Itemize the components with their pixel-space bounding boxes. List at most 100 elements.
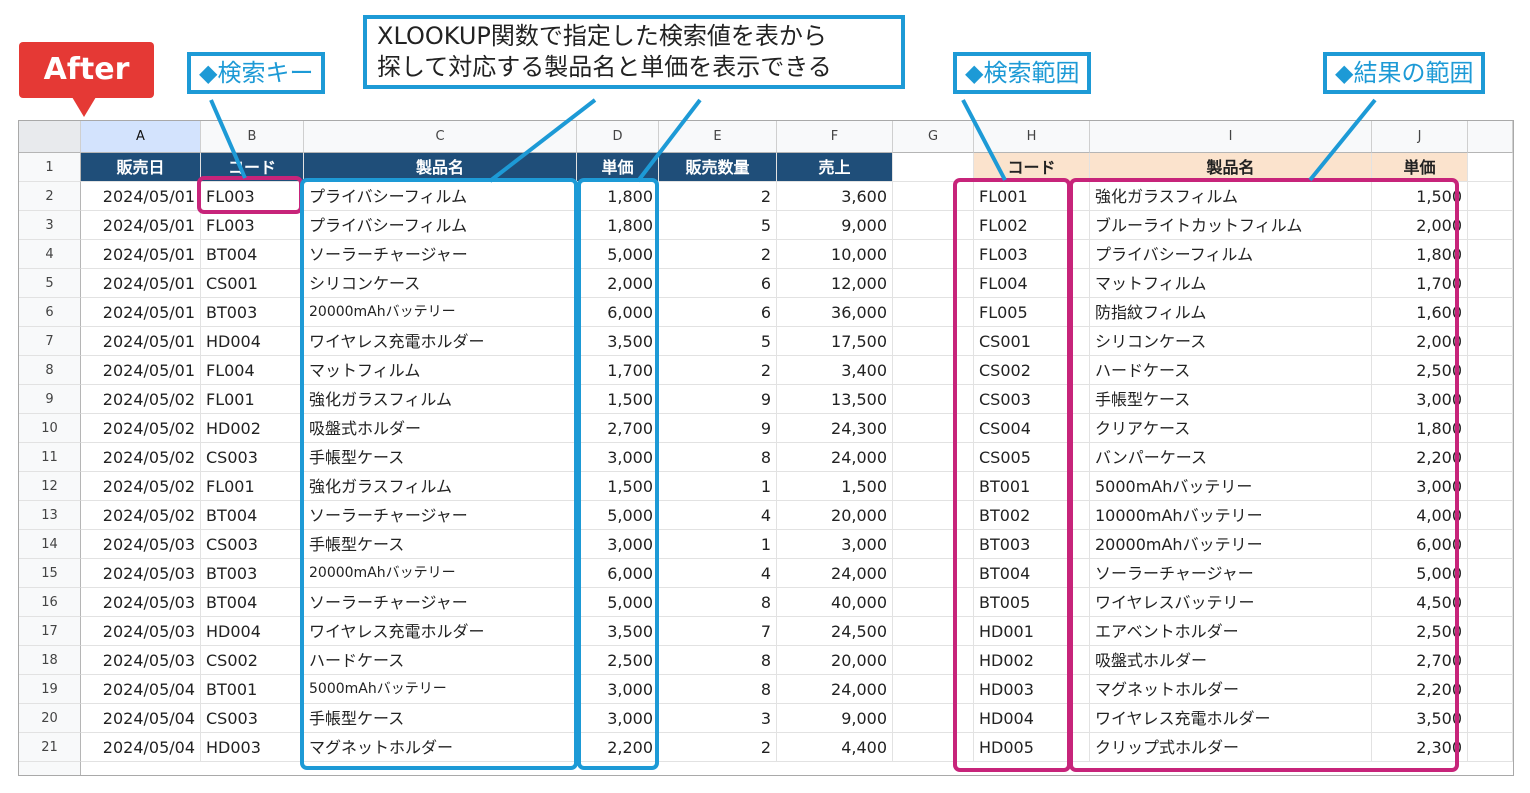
row-number[interactable]: 18 <box>19 646 81 675</box>
sales-cell[interactable]: 2024/05/03 <box>81 617 201 646</box>
row-number[interactable]: 21 <box>19 733 81 762</box>
sales-cell[interactable]: 2024/05/03 <box>81 646 201 675</box>
lookup-price-cell[interactable]: 1,600 <box>1372 298 1468 327</box>
lookup-price-cell[interactable]: 6,000 <box>1372 530 1468 559</box>
sales-cell[interactable]: 2024/05/01 <box>81 356 201 385</box>
grid-cell[interactable] <box>1468 704 1513 733</box>
sales-cell[interactable]: CS002 <box>201 646 304 675</box>
lookup-product-cell[interactable]: シリコンケース <box>1090 327 1372 356</box>
grid-cell[interactable] <box>893 472 974 501</box>
sales-cell[interactable]: BT004 <box>201 240 304 269</box>
lookup-code-cell[interactable]: FL005 <box>974 298 1090 327</box>
sales-cell[interactable]: 2 <box>659 356 777 385</box>
grid-cell[interactable] <box>893 588 974 617</box>
sales-table-header[interactable]: 販売数量 <box>659 153 777 182</box>
sales-cell[interactable]: 2024/05/01 <box>81 182 201 211</box>
column-header-g[interactable]: G <box>893 121 974 153</box>
sales-cell[interactable]: BT004 <box>201 588 304 617</box>
sales-cell[interactable]: 2024/05/03 <box>81 588 201 617</box>
grid-cell[interactable] <box>1468 414 1513 443</box>
grid-cell[interactable] <box>893 617 974 646</box>
lookup-product-cell[interactable]: エアベントホルダー <box>1090 617 1372 646</box>
lookup-price-cell[interactable]: 2,200 <box>1372 443 1468 472</box>
sales-cell[interactable]: 36,000 <box>777 298 893 327</box>
sales-cell[interactable]: 6 <box>659 269 777 298</box>
sales-cell[interactable]: 17,500 <box>777 327 893 356</box>
lookup-product-cell[interactable]: ワイヤレス充電ホルダー <box>1090 704 1372 733</box>
row-number[interactable]: 2 <box>19 182 81 211</box>
lookup-product-cell[interactable]: 20000mAhバッテリー <box>1090 530 1372 559</box>
sales-cell[interactable]: 40,000 <box>777 588 893 617</box>
sales-cell[interactable]: BT003 <box>201 559 304 588</box>
grid-cell[interactable] <box>893 298 974 327</box>
grid-cell[interactable] <box>893 646 974 675</box>
sales-cell[interactable]: 2024/05/02 <box>81 385 201 414</box>
column-header-b[interactable]: B <box>201 121 304 153</box>
lookup-product-cell[interactable]: 防指紋フィルム <box>1090 298 1372 327</box>
sales-cell[interactable]: 24,300 <box>777 414 893 443</box>
column-header-f[interactable]: F <box>777 121 893 153</box>
grid-cell[interactable] <box>1468 240 1513 269</box>
column-header-c[interactable]: C <box>304 121 577 153</box>
lookup-product-cell[interactable]: ワイヤレスバッテリー <box>1090 588 1372 617</box>
row-number[interactable]: 8 <box>19 356 81 385</box>
sales-cell[interactable]: 2024/05/04 <box>81 733 201 762</box>
lookup-code-cell[interactable]: FL002 <box>974 211 1090 240</box>
sales-cell[interactable]: 4 <box>659 501 777 530</box>
lookup-code-cell[interactable]: BT001 <box>974 472 1090 501</box>
lookup-price-cell[interactable]: 2,500 <box>1372 356 1468 385</box>
lookup-table-header[interactable]: 単価 <box>1372 153 1468 182</box>
grid-cell[interactable] <box>893 356 974 385</box>
grid-cell[interactable] <box>1468 472 1513 501</box>
grid-cell[interactable] <box>1468 211 1513 240</box>
row-number[interactable]: 4 <box>19 240 81 269</box>
sales-cell[interactable]: 2024/05/01 <box>81 327 201 356</box>
sales-cell[interactable]: 20,000 <box>777 501 893 530</box>
sales-cell[interactable]: 3,600 <box>777 182 893 211</box>
row-number[interactable]: 3 <box>19 211 81 240</box>
lookup-product-cell[interactable]: クリアケース <box>1090 414 1372 443</box>
sales-cell[interactable]: 2024/05/02 <box>81 414 201 443</box>
row-number[interactable]: 1 <box>19 153 81 182</box>
lookup-price-cell[interactable]: 1,800 <box>1372 240 1468 269</box>
grid-cell[interactable] <box>1468 356 1513 385</box>
lookup-price-cell[interactable]: 2,700 <box>1372 646 1468 675</box>
grid-cell[interactable] <box>893 327 974 356</box>
lookup-code-cell[interactable]: HD005 <box>974 733 1090 762</box>
sales-cell[interactable]: 2 <box>659 733 777 762</box>
sales-cell[interactable]: 4,400 <box>777 733 893 762</box>
lookup-code-cell[interactable]: CS002 <box>974 356 1090 385</box>
row-number[interactable]: 13 <box>19 501 81 530</box>
row-number[interactable]: 12 <box>19 472 81 501</box>
grid-cell[interactable] <box>1468 269 1513 298</box>
grid-cell[interactable] <box>893 675 974 704</box>
sales-cell[interactable]: 8 <box>659 675 777 704</box>
sales-cell[interactable]: 8 <box>659 443 777 472</box>
lookup-product-cell[interactable]: バンパーケース <box>1090 443 1372 472</box>
lookup-code-cell[interactable]: BT003 <box>974 530 1090 559</box>
grid-cell[interactable] <box>1468 327 1513 356</box>
lookup-product-cell[interactable]: プライバシーフィルム <box>1090 240 1372 269</box>
sales-cell[interactable]: 1 <box>659 530 777 559</box>
sales-cell[interactable]: CS003 <box>201 530 304 559</box>
grid-cell[interactable] <box>1468 153 1513 182</box>
sales-cell[interactable]: FL003 <box>201 211 304 240</box>
lookup-code-cell[interactable]: BT005 <box>974 588 1090 617</box>
row-number[interactable]: 11 <box>19 443 81 472</box>
sales-cell[interactable]: 24,000 <box>777 675 893 704</box>
sales-cell[interactable]: 4 <box>659 559 777 588</box>
lookup-price-cell[interactable]: 2,300 <box>1372 733 1468 762</box>
sales-cell[interactable]: CS003 <box>201 443 304 472</box>
sales-cell[interactable]: 9 <box>659 385 777 414</box>
grid-cell[interactable] <box>893 530 974 559</box>
grid-cell[interactable] <box>893 704 974 733</box>
sales-table-header[interactable]: 販売日 <box>81 153 201 182</box>
sales-cell[interactable]: BT001 <box>201 675 304 704</box>
sales-cell[interactable]: CS001 <box>201 269 304 298</box>
row-number[interactable]: 19 <box>19 675 81 704</box>
lookup-price-cell[interactable]: 4,000 <box>1372 501 1468 530</box>
lookup-code-cell[interactable]: HD003 <box>974 675 1090 704</box>
sales-cell[interactable]: FL001 <box>201 472 304 501</box>
lookup-price-cell[interactable]: 2,000 <box>1372 211 1468 240</box>
lookup-product-cell[interactable]: マットフィルム <box>1090 269 1372 298</box>
